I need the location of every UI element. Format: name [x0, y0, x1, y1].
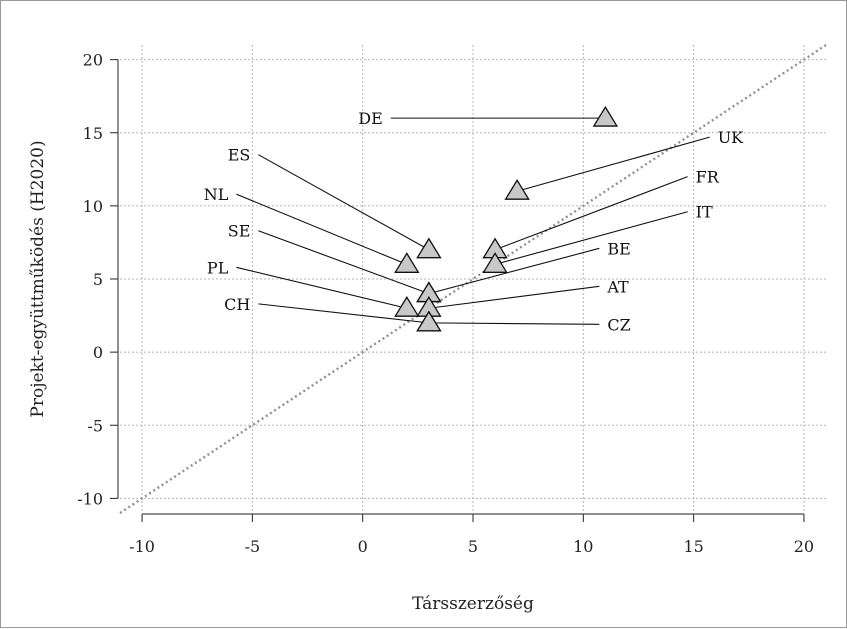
leader-lines [236, 117, 710, 325]
axes: -10 -5 0 5 10 15 20 -10 -5 0 5 10 15 20 [77, 51, 814, 556]
y-tick-label: 10 [83, 197, 103, 216]
x-axis-title: Társszerzőség [412, 594, 534, 614]
point-label-es: ES [228, 146, 251, 165]
leader-line-es [258, 154, 430, 251]
y-axis-title: Projekt-együttműködés (H2020) [28, 140, 48, 417]
reference-line [119, 43, 827, 515]
x-tick-label: 15 [683, 537, 703, 556]
point-labels: DE UK ES FR NL IT SE BE PL AT CH CZ [204, 109, 744, 334]
x-tick-label: -5 [245, 537, 261, 556]
point-label-fr: FR [696, 168, 720, 187]
leader-line-fr [494, 176, 688, 251]
leader-line-uk [516, 136, 710, 192]
point-label-pl: PL [207, 258, 229, 277]
point-marker-it [482, 252, 508, 273]
point-label-ch: CH [224, 295, 250, 314]
leader-line-pl [236, 266, 407, 309]
leader-line-at [428, 285, 600, 309]
point-marker-uk [504, 179, 530, 200]
leader-line-se [258, 230, 430, 295]
x-tick-label: 20 [794, 537, 814, 556]
point-marker-pl [394, 296, 420, 317]
data-points [394, 105, 619, 332]
point-marker-nl [394, 252, 420, 273]
leader-line-it [494, 211, 688, 265]
point-label-se: SE [228, 222, 251, 241]
point-marker-de [592, 105, 619, 127]
point-label-nl: NL [204, 185, 229, 204]
y-tick-label: 20 [83, 51, 103, 70]
point-label-be: BE [607, 239, 630, 258]
y-tick-label: 15 [83, 124, 103, 143]
y-tick-label: -5 [87, 416, 103, 435]
diagonal-line [119, 43, 827, 515]
point-label-de: DE [358, 109, 383, 128]
point-label-cz: CZ [607, 315, 630, 334]
point-label-at: AT [606, 277, 629, 296]
y-tick-label: 5 [93, 270, 103, 289]
point-marker-es [416, 237, 442, 259]
x-tick-label: 5 [468, 537, 478, 556]
x-tick-label: -10 [129, 537, 155, 556]
leader-line-cz [428, 322, 600, 325]
y-tick-label: -10 [77, 489, 103, 508]
x-tick-label: 10 [573, 537, 593, 556]
point-label-uk: UK [718, 128, 744, 147]
point-marker-cz [416, 310, 442, 332]
point-label-it: IT [696, 203, 713, 222]
leader-line-ch [258, 303, 429, 324]
grid-lines [120, 45, 826, 513]
leader-line-nl [236, 193, 408, 265]
x-tick-label: 0 [358, 537, 368, 556]
y-tick-label: 0 [93, 343, 103, 362]
leader-line-be [428, 247, 600, 295]
